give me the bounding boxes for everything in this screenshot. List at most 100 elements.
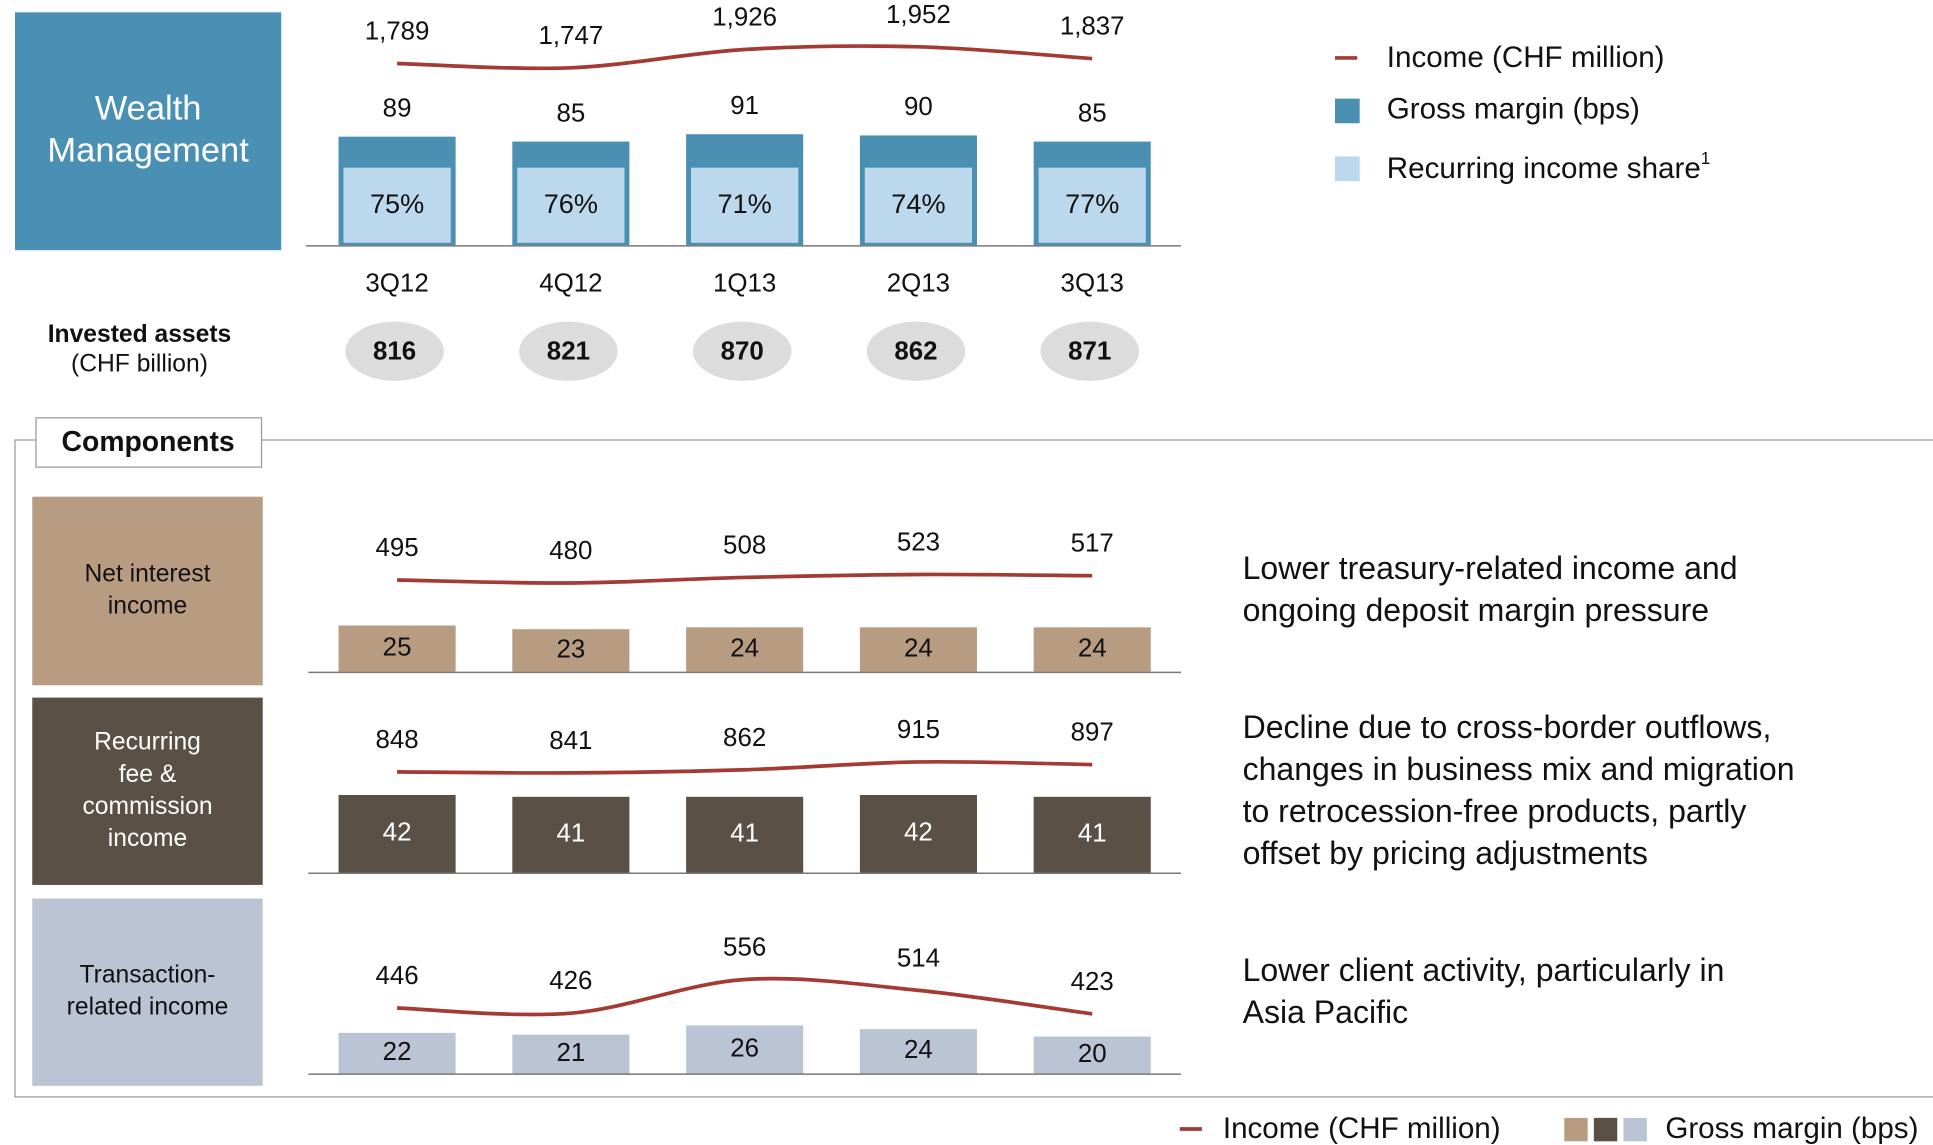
invested-assets-value: 870 bbox=[721, 337, 764, 365]
line-value-label: 508 bbox=[723, 531, 766, 559]
invested-assets-pill bbox=[1040, 321, 1140, 381]
recurring-share-label: 75% bbox=[370, 188, 424, 219]
bar-value-label: 26 bbox=[730, 1034, 759, 1062]
invested-assets-pill bbox=[866, 321, 966, 381]
bar-value-label: 20 bbox=[1078, 1040, 1107, 1068]
components-frame bbox=[14, 439, 1933, 1098]
invested-assets-pill bbox=[519, 321, 618, 381]
line-value-label: 862 bbox=[723, 724, 766, 752]
line-value-label: 897 bbox=[1071, 719, 1114, 747]
section-title: fee & bbox=[119, 761, 177, 788]
bar bbox=[686, 796, 804, 873]
bar-value-label: 41 bbox=[730, 820, 759, 848]
footnote-mark: 1 bbox=[1701, 148, 1711, 168]
recurring-share-box bbox=[691, 167, 799, 243]
legend-swatch bbox=[1623, 1117, 1647, 1142]
bar-value-label: 21 bbox=[556, 1039, 585, 1067]
bar bbox=[338, 794, 456, 873]
bar bbox=[1033, 627, 1151, 672]
x-tick-label: 3Q13 bbox=[1061, 270, 1124, 298]
bar-value-label: 85 bbox=[556, 99, 585, 127]
income-line bbox=[397, 572, 1093, 585]
invested-assets-pill bbox=[345, 321, 444, 381]
line-value-label: 480 bbox=[549, 537, 592, 565]
bar-value-label: 42 bbox=[904, 819, 933, 847]
line-value-label: 1,789 bbox=[365, 18, 430, 46]
section-title: commission bbox=[82, 793, 212, 820]
x-tick-label: 1Q13 bbox=[713, 270, 776, 298]
section-box bbox=[32, 496, 263, 686]
bar-value-label: 22 bbox=[383, 1038, 412, 1066]
recurring-share-label: 76% bbox=[544, 188, 598, 219]
bar bbox=[338, 1032, 456, 1074]
legend-swatch bbox=[1564, 1117, 1588, 1142]
invested-assets-value: 821 bbox=[547, 337, 590, 365]
bar-value-label: 42 bbox=[383, 819, 412, 847]
bar-value-label: 25 bbox=[383, 633, 412, 661]
section-box bbox=[32, 697, 263, 885]
section-title: Recurring bbox=[94, 729, 201, 756]
comment: Lower treasury-related income and bbox=[1243, 550, 1738, 586]
section-title: Transaction- bbox=[79, 962, 215, 989]
invested-assets-value: 871 bbox=[1068, 337, 1111, 365]
comment: offset by pricing adjustments bbox=[1243, 835, 1648, 871]
bar-value-label: 41 bbox=[556, 820, 585, 848]
comment: to retrocession-free products, partly bbox=[1243, 793, 1747, 829]
recurring-share-label: 74% bbox=[891, 188, 945, 219]
bar bbox=[512, 629, 630, 672]
bar-value-label: 90 bbox=[904, 93, 933, 121]
components-label: Components bbox=[62, 426, 235, 458]
bar bbox=[338, 625, 456, 672]
legend-label: Income (CHF million) bbox=[1223, 1112, 1501, 1145]
invested-assets-pill bbox=[692, 321, 792, 381]
comment: Asia Pacific bbox=[1243, 994, 1409, 1030]
bar-value-label: 24 bbox=[904, 1036, 933, 1064]
legend-label: Income (CHF million) bbox=[1387, 41, 1665, 74]
recurring-share-box bbox=[517, 167, 625, 243]
section-title: Wealth bbox=[95, 89, 202, 127]
recurring-share-box bbox=[343, 167, 451, 243]
income-line bbox=[397, 759, 1093, 775]
bar-value-label: 91 bbox=[730, 92, 759, 120]
line-value-label: 841 bbox=[549, 727, 592, 755]
bar bbox=[859, 1029, 977, 1074]
section-title: related income bbox=[67, 994, 229, 1021]
bar bbox=[512, 796, 630, 873]
section-title: Management bbox=[47, 131, 249, 169]
bar bbox=[1033, 796, 1151, 873]
legend-label: Recurring income share1 bbox=[1387, 148, 1711, 185]
line-value-label: 848 bbox=[375, 726, 418, 754]
line-value-label: 495 bbox=[375, 534, 418, 562]
line-value-label: 1,952 bbox=[886, 1, 951, 29]
legend-swatch bbox=[1335, 156, 1360, 182]
line-value-label: 915 bbox=[897, 716, 940, 744]
recurring-share-label: 71% bbox=[718, 188, 772, 219]
section-title: Net interest bbox=[84, 560, 210, 587]
comment: ongoing deposit margin pressure bbox=[1243, 592, 1710, 628]
comment: Lower client activity, particularly in bbox=[1243, 952, 1725, 988]
bar-value-label: 89 bbox=[383, 94, 412, 122]
recurring-share-box bbox=[864, 167, 973, 243]
bar-value-label: 85 bbox=[1078, 99, 1107, 127]
line-value-label: 1,926 bbox=[712, 4, 777, 32]
line-value-label: 514 bbox=[897, 944, 940, 972]
line-value-label: 1,747 bbox=[538, 22, 603, 50]
invested-assets-unit: (CHF billion) bbox=[71, 350, 208, 377]
income-line bbox=[397, 976, 1093, 1017]
line-value-label: 556 bbox=[723, 934, 766, 962]
bar-value-label: 24 bbox=[904, 634, 933, 662]
comment: Decline due to cross-border outflows, bbox=[1243, 709, 1772, 745]
bar bbox=[686, 1025, 804, 1074]
section-box bbox=[15, 12, 282, 251]
line-value-label: 1,837 bbox=[1060, 13, 1125, 41]
section-box bbox=[32, 898, 263, 1086]
x-tick-label: 2Q13 bbox=[887, 270, 950, 298]
bar bbox=[859, 794, 977, 873]
bar-value-label: 23 bbox=[556, 635, 585, 663]
legend-swatch bbox=[1335, 98, 1360, 124]
comment: changes in business mix and migration bbox=[1243, 751, 1795, 787]
bar-value-label: 24 bbox=[730, 634, 759, 662]
line-value-label: 446 bbox=[375, 962, 418, 990]
legend-swatch bbox=[1593, 1117, 1618, 1142]
invested-assets-label: Invested assets bbox=[48, 321, 232, 348]
